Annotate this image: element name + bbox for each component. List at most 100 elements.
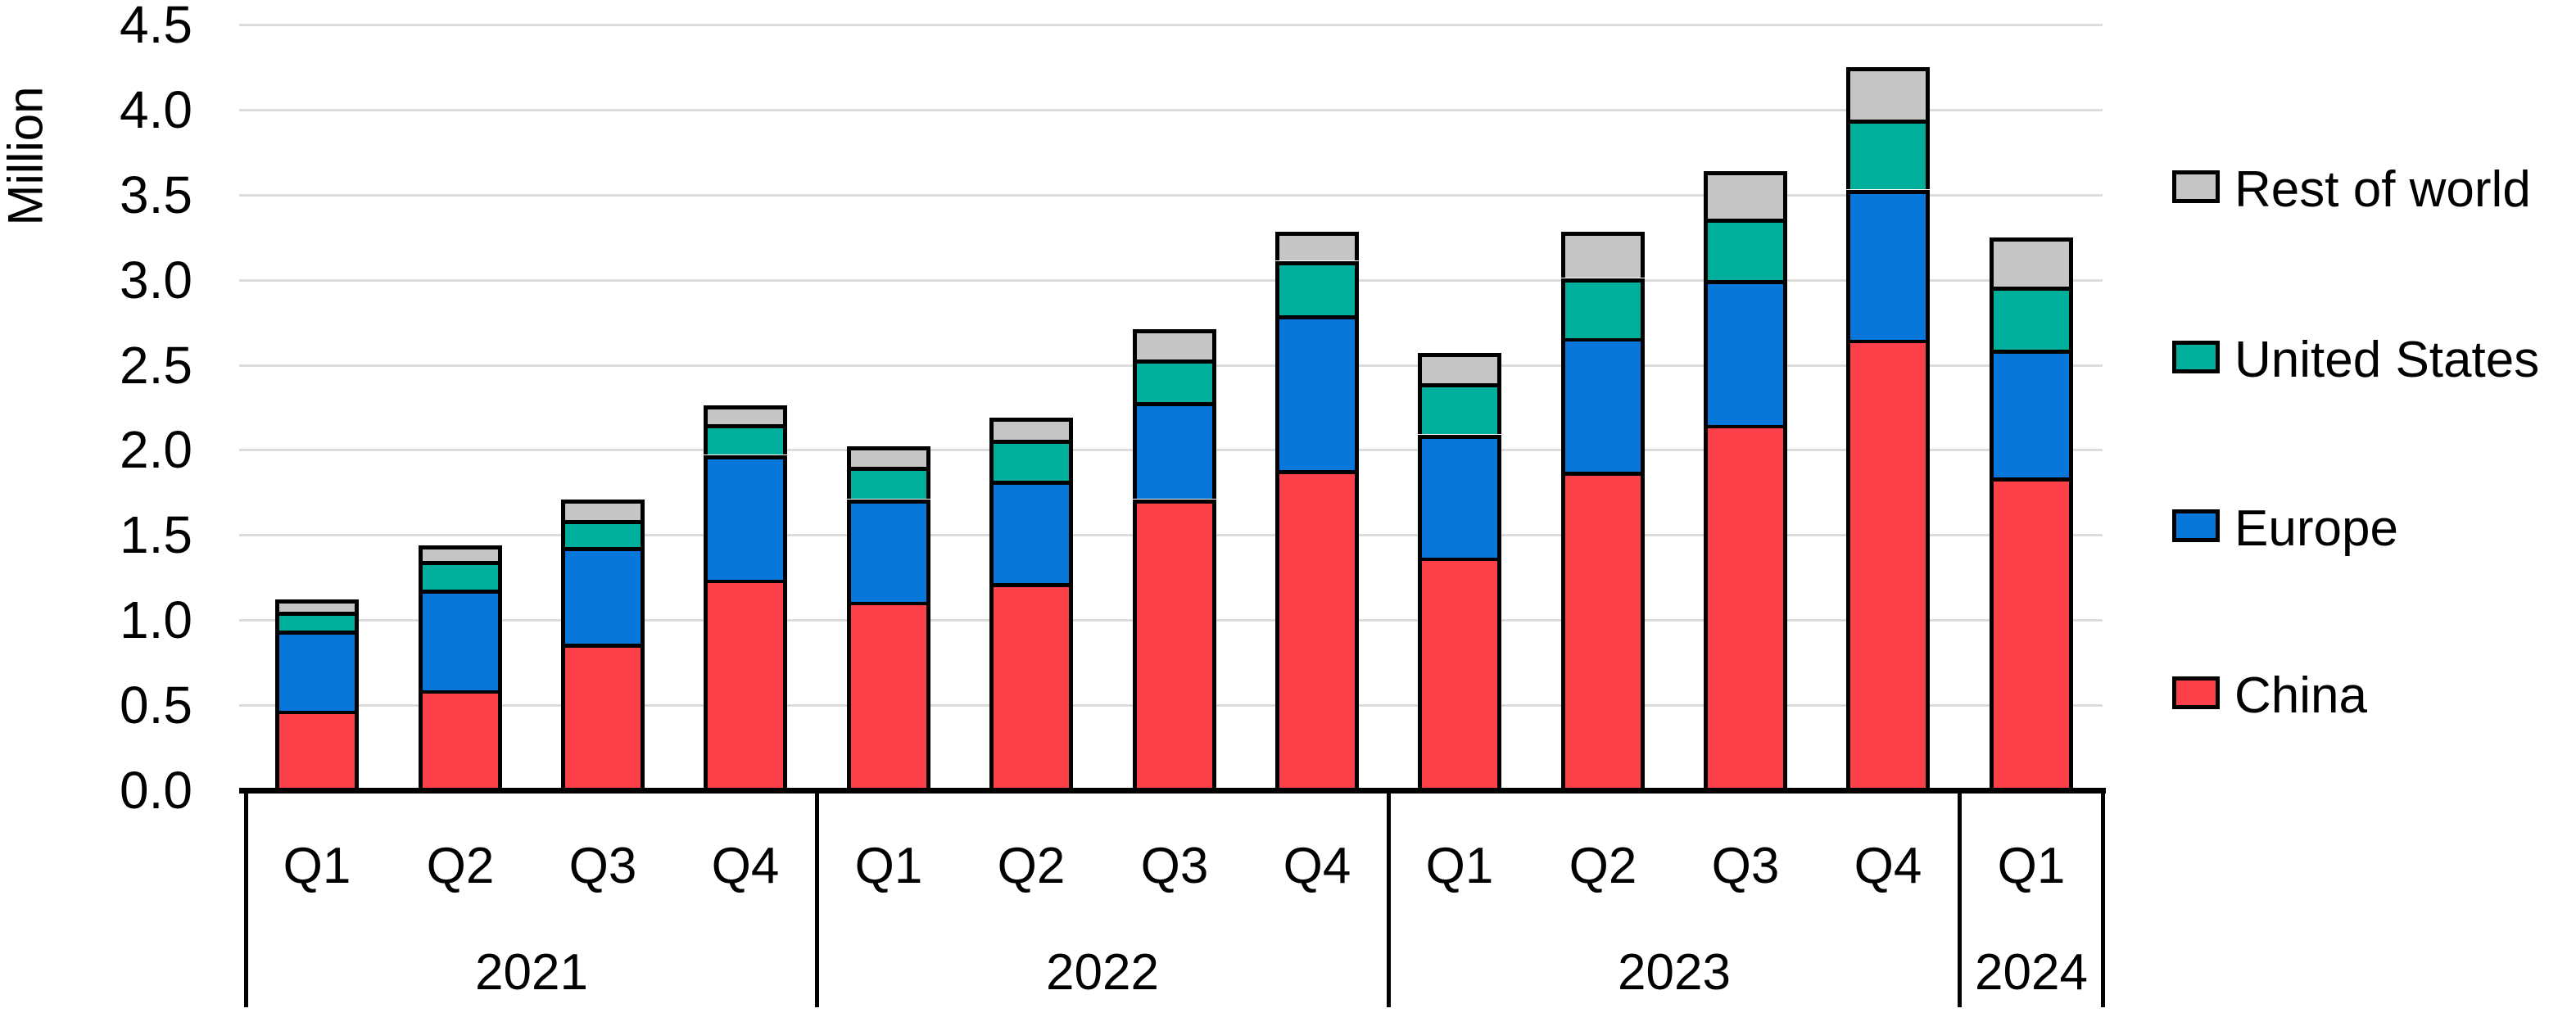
year-separator-line bbox=[244, 790, 248, 1007]
legend-label: Rest of world bbox=[2234, 161, 2531, 218]
bar-segment-europe bbox=[1990, 350, 2073, 477]
year-separator-line bbox=[815, 790, 819, 1007]
bar-segment-rest-of-world bbox=[847, 446, 930, 467]
bar-segment-united-states bbox=[561, 520, 645, 547]
legend-item: Europe bbox=[2172, 496, 2565, 562]
bar-segment-china bbox=[1418, 557, 1501, 790]
year-separator-line bbox=[2101, 790, 2105, 1007]
bar-segment-china bbox=[847, 601, 930, 790]
bar-segment-europe bbox=[561, 547, 645, 644]
bar-segment-china bbox=[1561, 472, 1645, 790]
bar-segment-united-states bbox=[1133, 359, 1216, 402]
legend-label: United States bbox=[2234, 332, 2540, 388]
x-tick-label-year: 2024 bbox=[1975, 944, 2088, 1001]
x-tick-label-quarter: Q1 bbox=[1997, 838, 2066, 894]
legend-item: Rest of world bbox=[2172, 157, 2565, 223]
bar-segment-china bbox=[1704, 424, 1787, 790]
x-tick-label-quarter: Q1 bbox=[283, 838, 351, 894]
bar-segment-rest-of-world bbox=[1418, 353, 1501, 383]
gridline bbox=[239, 279, 2103, 282]
bar-segment-united-states bbox=[1275, 261, 1359, 315]
bar-segment-china bbox=[1133, 500, 1216, 790]
bar-segment-china bbox=[561, 644, 645, 790]
x-tick-label-quarter: Q4 bbox=[711, 838, 780, 894]
x-tick-label-year: 2023 bbox=[1618, 944, 1731, 1001]
y-tick-label: 4.0 bbox=[120, 80, 192, 139]
y-tick-label: 1.5 bbox=[120, 505, 192, 564]
x-tick-label-quarter: Q2 bbox=[997, 838, 1066, 894]
bar-segment-china bbox=[275, 710, 359, 790]
gridline bbox=[239, 109, 2103, 111]
y-tick-label: 0.5 bbox=[120, 676, 192, 735]
bar-segment-china bbox=[1275, 470, 1359, 790]
bar-segment-rest-of-world bbox=[419, 545, 502, 561]
bar-segment-europe bbox=[1561, 337, 1645, 472]
bar-segment-china bbox=[989, 583, 1073, 790]
legend-marker-united-states bbox=[2172, 341, 2220, 373]
bar-segment-united-states bbox=[1418, 383, 1501, 434]
legend-label: China bbox=[2234, 667, 2367, 724]
bar-segment-rest-of-world bbox=[1275, 232, 1359, 260]
bar-segment-europe bbox=[1704, 280, 1787, 425]
x-tick-label-quarter: Q4 bbox=[1854, 838, 1922, 894]
x-tick-label-quarter: Q3 bbox=[1140, 838, 1209, 894]
bar-segment-rest-of-world bbox=[989, 418, 1073, 440]
bar-segment-europe bbox=[275, 631, 359, 711]
bar-segment-rest-of-world bbox=[1133, 329, 1216, 359]
y-tick-label: 2.0 bbox=[120, 420, 192, 479]
bar-segment-europe bbox=[1846, 190, 1930, 340]
bar-segment-rest-of-world bbox=[1704, 171, 1787, 219]
bar-segment-china bbox=[1846, 339, 1930, 790]
gridline bbox=[239, 194, 2103, 197]
bar-segment-europe bbox=[989, 481, 1073, 583]
legend-marker-china bbox=[2172, 676, 2220, 709]
legend-label: Europe bbox=[2234, 500, 2398, 557]
legend-item: China bbox=[2172, 663, 2565, 729]
y-tick-label: 2.5 bbox=[120, 336, 192, 395]
bar-segment-united-states bbox=[419, 561, 502, 590]
year-separator-line bbox=[1387, 790, 1391, 1007]
bar-segment-united-states bbox=[1704, 219, 1787, 280]
bar-segment-rest-of-world bbox=[1561, 232, 1645, 278]
bar-segment-united-states bbox=[275, 612, 359, 631]
bar-segment-europe bbox=[847, 500, 930, 602]
bar-segment-rest-of-world bbox=[275, 599, 359, 612]
x-tick-label-quarter: Q4 bbox=[1283, 838, 1351, 894]
legend-marker-europe bbox=[2172, 509, 2220, 542]
x-tick-label-quarter: Q2 bbox=[426, 838, 495, 894]
x-tick-label-quarter: Q2 bbox=[1569, 838, 1637, 894]
y-tick-label: 0.0 bbox=[120, 761, 192, 820]
bar-segment-united-states bbox=[1846, 120, 1930, 189]
bar-segment-europe bbox=[1418, 435, 1501, 558]
bar-segment-europe bbox=[1275, 315, 1359, 470]
y-axis-title: Million bbox=[0, 86, 53, 226]
legend-marker-rest-of-world bbox=[2172, 170, 2220, 203]
bar-segment-united-states bbox=[704, 424, 787, 454]
y-tick-label: 3.5 bbox=[120, 165, 192, 224]
x-tick-label-year: 2022 bbox=[1046, 944, 1159, 1001]
bar-segment-rest-of-world bbox=[1990, 237, 2073, 287]
x-tick-label-quarter: Q3 bbox=[1711, 838, 1780, 894]
bar-segment-united-states bbox=[1561, 278, 1645, 338]
y-tick-label: 3.0 bbox=[120, 251, 192, 310]
bar-segment-europe bbox=[1133, 402, 1216, 499]
bar-segment-rest-of-world bbox=[704, 405, 787, 424]
bar-segment-europe bbox=[704, 455, 787, 580]
bar-segment-united-states bbox=[847, 467, 930, 499]
bar-segment-china bbox=[419, 690, 502, 790]
legend-item: United States bbox=[2172, 328, 2565, 393]
x-tick-label-quarter: Q3 bbox=[568, 838, 637, 894]
bar-segment-rest-of-world bbox=[561, 500, 645, 520]
bar-segment-rest-of-world bbox=[1846, 67, 1930, 120]
gridline bbox=[239, 24, 2103, 26]
x-tick-label-quarter: Q1 bbox=[1425, 838, 1494, 894]
y-tick-label: 1.0 bbox=[120, 590, 192, 649]
bar-segment-china bbox=[704, 579, 787, 790]
y-tick-label: 4.5 bbox=[120, 0, 192, 54]
x-tick-label-quarter: Q1 bbox=[854, 838, 923, 894]
year-separator-line bbox=[1958, 790, 1962, 1007]
bar-segment-united-states bbox=[989, 440, 1073, 481]
bar-segment-china bbox=[1990, 477, 2073, 790]
x-axis-line bbox=[239, 788, 2106, 794]
